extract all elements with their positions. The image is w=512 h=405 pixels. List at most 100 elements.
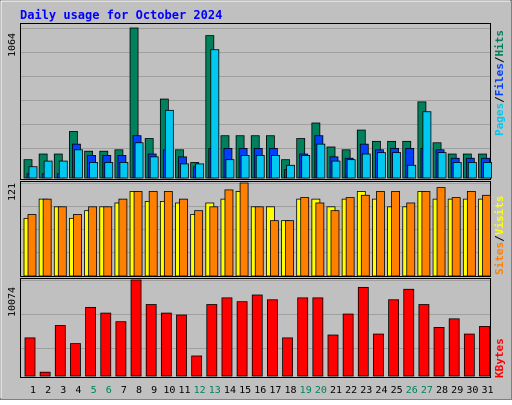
x-label-day: 5 <box>91 385 97 396</box>
x-label-day: 15 <box>239 385 251 396</box>
bar-sites <box>27 214 37 277</box>
x-label-day: 25 <box>391 385 403 396</box>
bar-sites <box>254 206 264 277</box>
bar-pages <box>119 162 129 179</box>
x-label-day: 22 <box>345 385 357 396</box>
x-label-day: 4 <box>75 385 81 396</box>
x-label-day: 24 <box>375 385 387 396</box>
legend-kbytes: KBytes <box>493 338 506 378</box>
bar-sites <box>42 198 52 277</box>
bar-pages <box>483 162 492 179</box>
bar-kbytes <box>236 301 248 377</box>
x-label-day: 2 <box>45 385 51 396</box>
bar-kbytes <box>297 297 309 377</box>
bar-pages <box>134 142 144 179</box>
bar-sites <box>194 210 204 277</box>
bar-pages <box>149 156 159 179</box>
bar-sites <box>330 210 340 277</box>
x-label-day: 8 <box>136 385 142 396</box>
bar-sites <box>269 220 279 277</box>
x-label-day: 31 <box>481 385 493 396</box>
bar-pages <box>316 143 326 179</box>
legend-sep-2: / <box>493 56 506 63</box>
x-label-day: 6 <box>106 385 112 396</box>
bar-kbytes <box>100 312 112 377</box>
bar-pages <box>331 160 341 179</box>
bar-kbytes <box>312 297 324 377</box>
x-label-day: 27 <box>421 385 433 396</box>
bar-sites <box>133 191 143 277</box>
bar-kbytes <box>70 343 81 377</box>
x-label-day: 28 <box>436 385 448 396</box>
bar-pages <box>164 109 174 179</box>
bar-pages <box>58 160 68 179</box>
bar-sites <box>376 191 385 277</box>
x-label-day: 19 <box>300 385 312 396</box>
bar-sites <box>239 182 249 277</box>
bar-sites <box>73 214 82 277</box>
y-max-label-visits: 121 <box>7 183 18 201</box>
bar-kbytes <box>130 279 142 377</box>
legend-visits-sites: Sites/Visits <box>493 196 506 276</box>
y-max-label-hits: 1064 <box>7 33 18 57</box>
bar-kbytes <box>54 325 66 377</box>
bar-sites <box>57 206 67 277</box>
bar-sites <box>436 187 446 277</box>
bar-sites <box>360 194 370 277</box>
bar-kbytes <box>191 355 203 377</box>
bar-pages <box>180 163 189 179</box>
bar-pages <box>28 166 38 179</box>
bar-kbytes <box>160 312 172 377</box>
bar-kbytes <box>266 299 278 377</box>
bar-pages <box>195 163 205 179</box>
bar-kbytes <box>388 299 400 377</box>
x-label-day: 21 <box>330 385 342 396</box>
bars-layer <box>23 27 492 377</box>
bar-pages <box>270 155 280 179</box>
x-label-day: 20 <box>315 385 327 396</box>
bar-sites <box>406 202 416 277</box>
bar-pages <box>301 155 311 179</box>
legend-sites: Sites <box>493 242 506 275</box>
bar-kbytes <box>176 314 187 377</box>
x-label-day: 29 <box>451 385 463 396</box>
bar-kbytes <box>373 333 384 377</box>
chart-title: Daily usage for October 2024 <box>20 8 222 22</box>
bar-kbytes <box>145 304 157 377</box>
bar-kbytes <box>418 304 430 377</box>
legend-files: Files <box>493 63 506 96</box>
bar-sites <box>345 197 355 277</box>
legend-visits: Visits <box>493 196 506 236</box>
legend-sep-1: / <box>493 96 506 103</box>
bar-sites <box>224 189 234 277</box>
x-label-day: 7 <box>121 385 127 396</box>
bar-pages <box>452 162 462 179</box>
x-label-day: 10 <box>163 385 175 396</box>
x-label-day: 23 <box>360 385 372 396</box>
legend-hits: Hits <box>493 30 506 57</box>
bar-kbytes <box>327 334 339 377</box>
bar-pages <box>74 149 83 179</box>
x-label-day: 18 <box>285 385 297 396</box>
bar-sites <box>482 194 491 277</box>
bar-pages <box>43 160 53 179</box>
bar-sites <box>148 191 158 277</box>
bar-pages <box>422 111 432 179</box>
bar-kbytes <box>433 326 445 377</box>
bar-pages <box>104 162 114 179</box>
bar-kbytes <box>342 313 354 377</box>
bar-sites <box>118 198 128 277</box>
bar-pages <box>377 152 386 179</box>
bar-sites <box>163 191 173 277</box>
bar-pages <box>240 155 250 179</box>
bar-kbytes <box>403 288 415 377</box>
bar-kbytes <box>221 297 233 377</box>
x-label-day: 12 <box>194 385 206 396</box>
bar-kbytes <box>448 318 460 377</box>
bar-pages <box>225 159 235 179</box>
bar-sites <box>451 197 461 277</box>
bar-pages <box>361 153 371 179</box>
x-label-day: 9 <box>151 385 157 396</box>
bar-sites <box>421 191 431 277</box>
